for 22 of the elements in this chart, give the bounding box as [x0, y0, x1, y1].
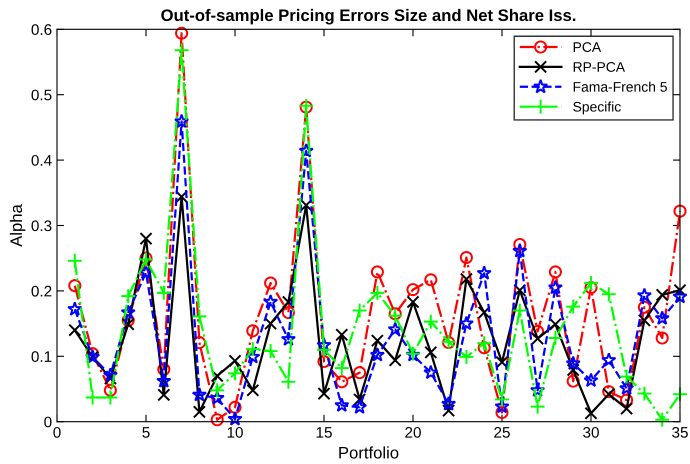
- x-tick-label: 0: [53, 426, 61, 438]
- y-tick-label: 0: [44, 416, 52, 428]
- x-tick-label: 20: [405, 426, 421, 438]
- y-tick-label: 0.6: [32, 24, 52, 35]
- x-tick-label: 5: [142, 427, 150, 438]
- x-tick-label: 30: [583, 426, 599, 438]
- y-axis-title: Alpha: [10, 204, 26, 247]
- chart-title: Out-of-sample Pricing Errors Size and Net Share Iss.: [161, 8, 576, 24]
- legend-label: PCA: [574, 42, 602, 52]
- legend-label: RP-PCA: [574, 62, 626, 72]
- y-tick-label: 0.3: [32, 220, 52, 232]
- x-tick-label: 25: [494, 426, 510, 438]
- y-tick-label: 0.4: [32, 154, 52, 166]
- legend-label: Fama-French 5: [574, 82, 667, 92]
- y-tick-label: 0.2: [32, 286, 52, 297]
- legend-label: Specific: [573, 101, 621, 114]
- y-tick-label: 0.5: [32, 90, 52, 100]
- x-axis-title: Portfolio: [339, 446, 398, 459]
- x-tick-label: 35: [672, 426, 688, 438]
- y-tick-label: 0.1: [32, 351, 52, 362]
- x-tick-label: 15: [316, 427, 332, 438]
- x-tick-label: 10: [228, 426, 243, 438]
